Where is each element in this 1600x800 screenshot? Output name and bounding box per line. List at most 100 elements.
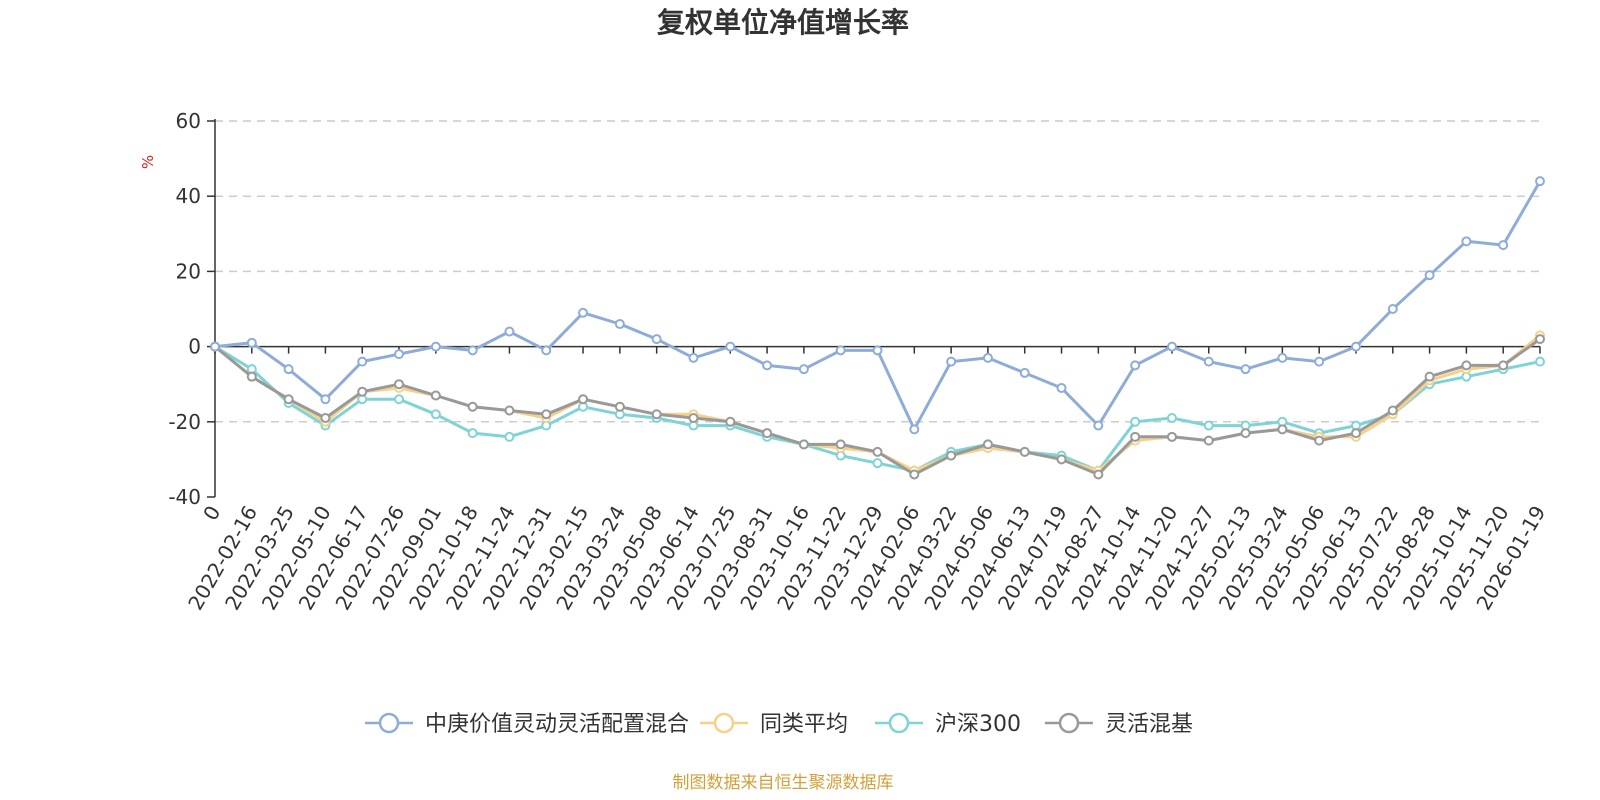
data-point — [946, 450, 957, 461]
data-point — [872, 458, 883, 469]
data-point — [1277, 424, 1288, 435]
data-point — [1093, 469, 1104, 480]
data-point — [430, 390, 441, 401]
series-3 — [210, 334, 1545, 480]
data-point — [246, 337, 257, 348]
y-tick-label: 60 — [176, 109, 201, 133]
axes — [214, 119, 1540, 497]
data-point — [578, 394, 589, 405]
data-point — [246, 371, 257, 382]
data-point — [320, 394, 331, 405]
data-point — [1498, 360, 1509, 371]
data-point — [1535, 356, 1545, 367]
data-point — [1240, 428, 1251, 439]
data-point — [909, 469, 920, 480]
data-point — [1535, 334, 1545, 345]
data-point — [1203, 435, 1214, 446]
data-point — [1535, 176, 1545, 187]
data-point — [394, 394, 405, 405]
legend-marker — [713, 712, 735, 734]
y-tick-label: -40 — [168, 485, 201, 509]
x-tick-label: 0 — [198, 502, 225, 525]
data-point — [835, 345, 846, 356]
legend-marker — [378, 712, 400, 734]
data-point — [504, 326, 515, 337]
legend: 中庚价值灵动灵活配置混合 同类平均 沪深300 灵活混基 — [365, 712, 1193, 737]
data-point — [1350, 341, 1361, 352]
source-note: 制图数据来自恒生聚源数据库 — [673, 773, 894, 793]
series-group — [210, 176, 1545, 480]
grid-lines — [215, 120, 1540, 423]
data-point — [467, 401, 478, 412]
y-tick-label: 0 — [188, 335, 201, 359]
data-point — [872, 345, 883, 356]
data-point — [1166, 341, 1177, 352]
data-point — [1166, 413, 1177, 424]
legend-marker — [1058, 712, 1080, 734]
data-point — [1240, 364, 1251, 375]
data-point — [283, 394, 294, 405]
y-tick-label: 20 — [176, 259, 201, 283]
data-point — [1056, 382, 1067, 393]
data-point — [1277, 352, 1288, 363]
series-0 — [210, 176, 1545, 435]
legend-label: 沪深300 — [935, 712, 1021, 737]
legend-marker — [888, 712, 910, 734]
data-point — [1130, 360, 1141, 371]
chart-title: 复权单位净值增长率 — [657, 6, 909, 39]
data-point — [394, 379, 405, 390]
data-point — [651, 409, 662, 420]
data-point — [1461, 360, 1472, 371]
data-point — [798, 364, 809, 375]
data-point — [430, 341, 441, 352]
legend-label: 同类平均 — [760, 712, 848, 737]
legend-item[interactable]: 沪深300 — [875, 712, 1021, 737]
data-point — [504, 405, 515, 416]
legend-item[interactable]: 同类平均 — [700, 712, 848, 737]
data-point — [1314, 435, 1325, 446]
data-point — [1019, 367, 1030, 378]
data-point — [614, 401, 625, 412]
data-point — [1424, 371, 1435, 382]
data-point — [725, 416, 736, 427]
data-point — [320, 413, 331, 424]
data-point — [1166, 431, 1177, 442]
data-point — [1387, 405, 1398, 416]
legend-item[interactable]: 灵活混基 — [1045, 712, 1193, 737]
legend-item[interactable]: 中庚价值灵动灵活配置混合 — [365, 712, 689, 737]
data-point — [394, 349, 405, 360]
data-point — [1350, 428, 1361, 439]
data-point — [1130, 416, 1141, 427]
data-point — [541, 345, 552, 356]
data-point — [725, 341, 736, 352]
data-point — [541, 409, 552, 420]
data-point — [1056, 454, 1067, 465]
data-point — [1461, 236, 1472, 247]
data-point — [762, 360, 773, 371]
data-point — [798, 439, 809, 450]
data-point — [982, 439, 993, 450]
data-point — [357, 386, 368, 397]
data-point — [283, 364, 294, 375]
data-point — [762, 428, 773, 439]
data-point — [688, 352, 699, 363]
data-point — [578, 307, 589, 318]
data-point — [357, 356, 368, 367]
y-tick-label: -20 — [168, 410, 201, 434]
data-point — [946, 356, 957, 367]
data-point — [1424, 270, 1435, 281]
data-point — [835, 439, 846, 450]
data-point — [1203, 356, 1214, 367]
data-point — [430, 409, 441, 420]
y-tick-label: 40 — [176, 184, 201, 208]
data-point — [210, 341, 220, 352]
data-point — [467, 345, 478, 356]
legend-label: 中庚价值灵动灵活配置混合 — [425, 712, 689, 737]
data-point — [1387, 304, 1398, 314]
data-point — [504, 431, 515, 442]
data-point — [651, 334, 662, 345]
data-point — [1130, 431, 1141, 442]
data-point — [467, 428, 478, 439]
legend-label: 灵活混基 — [1105, 712, 1193, 737]
